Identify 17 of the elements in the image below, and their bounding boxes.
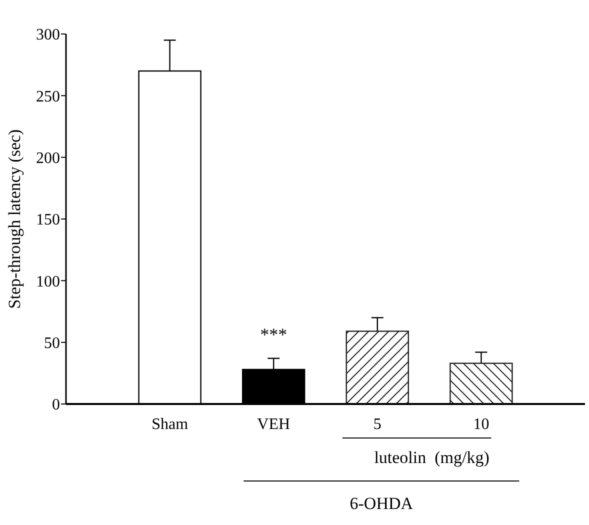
y-tick-label: 150	[36, 212, 60, 229]
x-tick-label: 10	[473, 416, 490, 433]
x-tick-label: Sham	[152, 416, 189, 433]
y-tick-label: 50	[44, 334, 60, 352]
y-tick-label: 250	[36, 88, 60, 106]
annotation: ***	[260, 324, 288, 344]
x-tick-label: 5	[373, 416, 382, 433]
y-tick-label: 100	[36, 273, 60, 290]
text: 6-OHDA	[350, 494, 414, 513]
x-tick-label: VEH	[257, 416, 290, 433]
y-tick-label: 200	[36, 150, 60, 167]
y-tick-label: 0	[52, 396, 60, 414]
y-tick-label: 300	[36, 26, 60, 44]
text: luteolin (mg/kg)	[374, 448, 490, 467]
y-axis-title: Step-through latency (sec)	[5, 129, 24, 309]
bar	[450, 362, 513, 405]
bar	[346, 330, 409, 405]
